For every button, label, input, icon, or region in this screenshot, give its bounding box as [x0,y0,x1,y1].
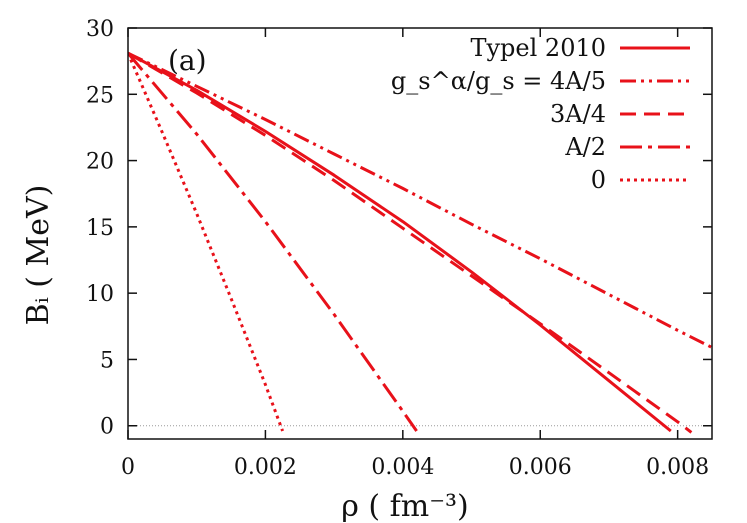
y-tick-label: 25 [86,83,114,108]
series-line-5 [128,52,285,432]
y-tick-labels: 0 5 10 15 20 25 30 [86,17,114,440]
legend-label-4: A/2 [564,133,606,161]
x-tick-label: 0.006 [509,455,572,480]
y-tick-label: 30 [86,17,114,42]
x-tick-label: 0 [121,455,135,480]
series-lines [128,51,712,434]
x-tick-labels: 0 0.002 0.004 0.006 0.008 [121,455,709,480]
y-tick-label: 15 [86,216,114,241]
y-tick-label: 5 [100,348,114,373]
legend-label-5: 0 [591,166,606,194]
legend-label-3: 3A/4 [550,100,606,128]
y-axis-label: Bᵢ ( MeV) [21,185,56,326]
x-tick-label: 0.008 [646,455,709,480]
x-axis-label: ρ ( fm⁻³) [341,489,469,523]
legend-label-1: Typel 2010 [470,34,606,62]
x-tick-label: 0.002 [234,455,297,480]
panel-label: (a) [168,44,207,77]
tick-marks [127,27,712,439]
series-line-4 [128,52,418,432]
y-tick-label: 0 [100,415,114,440]
series-line-2 [128,51,712,349]
y-tick-label: 20 [86,150,114,175]
x-tick-label: 0.004 [371,455,434,480]
series-line-3 [128,51,693,434]
series-line-1 [128,51,672,433]
plot-frame [127,27,713,440]
legend-label-2: g_s^α/g_s = 4A/5 [391,67,606,95]
legend: Typel 2010 g_s^α/g_s = 4A/5 3A/4 A/2 0 [391,34,690,194]
y-tick-label: 10 [86,282,114,307]
plot-border [127,27,713,440]
